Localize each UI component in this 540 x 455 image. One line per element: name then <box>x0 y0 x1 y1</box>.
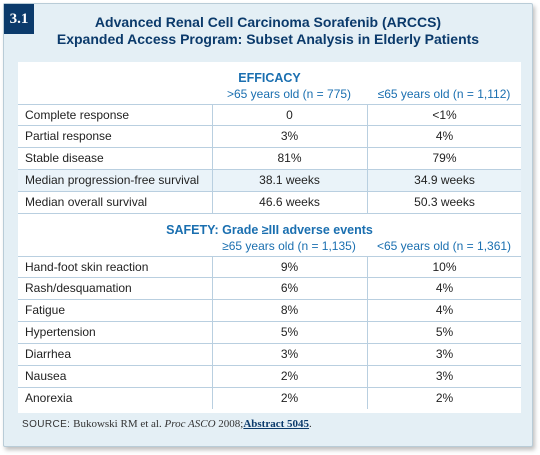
row-label: Hypertension <box>25 325 96 339</box>
row-value-col1: 8% <box>212 300 366 321</box>
table-row: Fatigue 8% 4% <box>18 300 521 322</box>
source-citation: SOURCE: Bukowski RM et al. Proc ASCO 200… <box>22 418 312 430</box>
row-value-col2: 4% <box>367 278 521 299</box>
row-label: Complete response <box>25 108 130 122</box>
safety-col2-header: <65 years old (n = 1,361) <box>376 239 512 253</box>
row-value-col1: 2% <box>212 388 366 409</box>
row-value-col1: 6% <box>212 278 366 299</box>
table-row: Partial response 3% 4% <box>18 126 521 148</box>
row-value-col1: 9% <box>212 257 366 278</box>
title-line-2: Expanded Access Program: Subset Analysis… <box>56 31 480 47</box>
table-row: Hypertension 5% 5% <box>18 322 521 344</box>
source-year: 2008; <box>215 418 244 430</box>
source-end: . <box>309 418 312 430</box>
source-label: SOURCE: <box>22 419 71 430</box>
row-label: Hand-foot skin reaction <box>25 260 149 274</box>
row-label: Median overall survival <box>25 195 148 209</box>
figure-title: Advanced Renal Cell Carcinoma Sorafenib … <box>4 14 532 48</box>
row-label: Anorexia <box>25 391 73 405</box>
row-label: Stable disease <box>25 151 104 165</box>
data-table: EFFICACY >65 years old (n = 775) ≤65 yea… <box>18 62 521 413</box>
row-value-col2: 34.9 weeks <box>367 170 521 191</box>
efficacy-col2-header: ≤65 years old (n = 1,112) <box>377 87 511 101</box>
row-value-col2: 5% <box>367 322 521 343</box>
row-value-col1: 3% <box>212 344 366 365</box>
row-value-col2: 4% <box>367 300 521 321</box>
title-line-1: Advanced Renal Cell Carcinoma Sorafenib … <box>94 14 442 30</box>
row-value-col1: 81% <box>212 148 366 169</box>
safety-col1-header: ≥65 years old (n = 1,135) <box>222 239 356 253</box>
source-journal: Proc ASCO <box>164 418 216 430</box>
source-authors: Bukowski RM et al. <box>70 418 165 430</box>
table-row: Diarrhea 3% 3% <box>18 344 521 366</box>
row-label: Median progression-free survival <box>25 173 200 187</box>
table-row: Anorexia 2% 2% <box>18 388 521 410</box>
row-value-col2: <1% <box>367 105 521 126</box>
efficacy-heading: EFFICACY <box>238 71 301 85</box>
row-label: Diarrhea <box>25 347 72 361</box>
row-value-col2: 50.3 weeks <box>367 192 521 213</box>
table-row: Median progression-free survival 38.1 we… <box>18 170 521 192</box>
figure-card: 3.1 Advanced Renal Cell Carcinoma Sorafe… <box>3 3 533 447</box>
safety-heading: SAFETY: Grade ≥III adverse events <box>166 223 373 237</box>
table-row: Median overall survival 46.6 weeks 50.3 … <box>18 192 521 214</box>
row-value-col2: 10% <box>367 257 521 278</box>
table-row: Hand-foot skin reaction 9% 10% <box>18 256 521 278</box>
row-label: Nausea <box>25 369 67 383</box>
efficacy-col1-header: >65 years old (n = 775) <box>226 87 352 101</box>
row-value-col2: 4% <box>367 126 521 147</box>
row-value-col2: 79% <box>367 148 521 169</box>
row-value-col1: 2% <box>212 366 366 387</box>
row-value-col1: 46.6 weeks <box>212 192 366 213</box>
row-value-col2: 3% <box>367 366 521 387</box>
figure-number-badge: 3.1 <box>4 4 34 34</box>
row-value-col1: 0 <box>212 105 366 126</box>
table-row: Complete response 0 <1% <box>18 104 521 126</box>
row-value-col2: 3% <box>367 344 521 365</box>
row-value-col1: 38.1 weeks <box>212 170 366 191</box>
row-value-col1: 3% <box>212 126 366 147</box>
table-row: Stable disease 81% 79% <box>18 148 521 170</box>
row-label: Partial response <box>25 129 112 143</box>
row-label: Fatigue <box>25 303 66 317</box>
row-value-col1: 5% <box>212 322 366 343</box>
table-row: Nausea 2% 3% <box>18 366 521 388</box>
row-label: Rash/desquamation <box>25 281 132 295</box>
table-row: Rash/desquamation 6% 4% <box>18 278 521 300</box>
abstract-link[interactable]: Abstract 5045 <box>243 418 310 430</box>
row-value-col2: 2% <box>367 388 521 409</box>
